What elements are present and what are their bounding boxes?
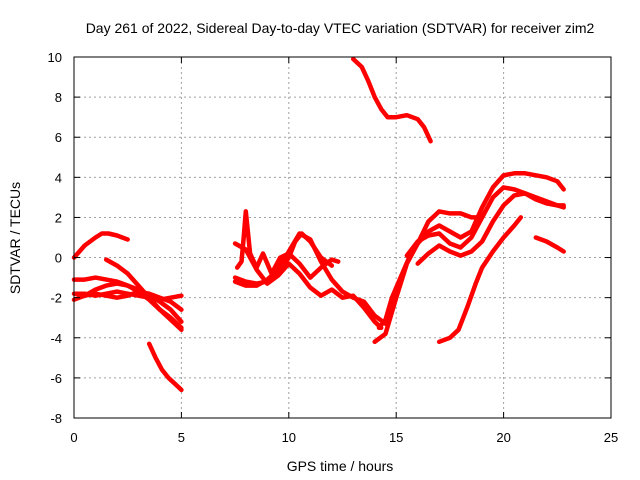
series-arc-16 — [415, 191, 566, 266]
axis-ticks: 0 5 10 15 20 25 -8 -6 -4 -2 0 2 4 6 8 10 — [48, 50, 619, 445]
x-tick-label: 5 — [178, 430, 185, 445]
x-axis-label: GPS time / hours — [287, 458, 394, 474]
series-arc-1 — [71, 231, 130, 260]
series-arc-7 — [146, 341, 184, 393]
series-arc-18 — [533, 235, 566, 254]
y-tick-label: 4 — [55, 170, 62, 185]
x-tick-label: 15 — [389, 430, 403, 445]
y-tick-label: 8 — [55, 90, 62, 105]
series-arc-13 — [372, 209, 485, 345]
x-tick-label: 10 — [282, 430, 296, 445]
series-arc-12 — [350, 56, 433, 144]
y-tick-label: -6 — [50, 371, 62, 386]
y-tick-label: 2 — [55, 210, 62, 225]
y-tick-label: -2 — [50, 291, 62, 306]
y-tick-label: 6 — [55, 130, 62, 145]
y-tick-label: -8 — [50, 411, 62, 426]
x-tick-label: 0 — [70, 430, 77, 445]
series-arc-6 — [103, 257, 184, 333]
x-tick-label: 25 — [604, 430, 618, 445]
y-tick-label: -4 — [50, 331, 62, 346]
grid-lines — [74, 57, 611, 418]
series-arc-14 — [376, 171, 566, 331]
y-tick-label: 0 — [55, 251, 62, 266]
x-tick-label: 20 — [496, 430, 510, 445]
series-arc-17 — [436, 215, 524, 345]
data-series — [71, 56, 566, 393]
chart-title: Day 261 of 2022, Sidereal Day-to-day VTE… — [86, 20, 595, 36]
series-arc-5 — [71, 289, 184, 302]
y-axis-label: SDTVAR / TECUs — [7, 182, 23, 294]
plot-border — [73, 56, 612, 419]
y-tick-label: 10 — [48, 50, 62, 65]
series-arc-11 — [232, 241, 384, 331]
